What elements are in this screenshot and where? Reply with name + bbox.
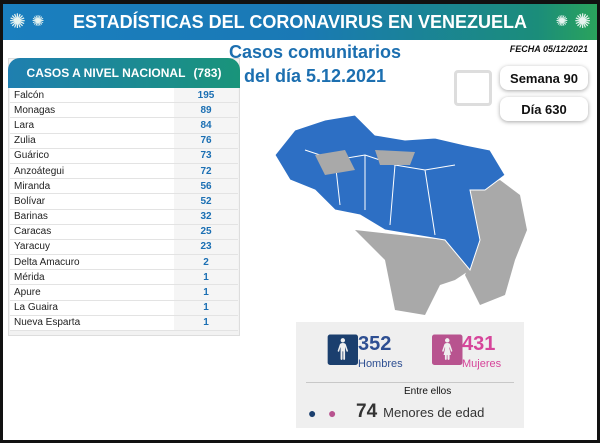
among-label: Entre ellos	[404, 386, 452, 397]
state-name: Bolívar	[14, 195, 46, 207]
state-cases: 56	[174, 179, 238, 194]
table-row: Apure 1	[10, 285, 238, 301]
state-name: Apure	[14, 287, 41, 299]
state-name: Zulia	[14, 135, 36, 147]
minors-count: 74	[356, 401, 378, 422]
state-name: Delta Amacuro	[14, 256, 80, 268]
state-name: Anzoátegui	[14, 165, 65, 177]
table-row: La Guaira 1	[10, 300, 238, 316]
table-row: Lara 84	[10, 118, 238, 134]
date-label: FECHA 05/12/2021	[509, 44, 588, 54]
state-name: Lara	[14, 119, 35, 131]
state-cases: 1	[174, 270, 238, 285]
state-name: Monagas	[14, 104, 56, 116]
minors-label: Menores de edad	[383, 405, 485, 420]
men-count: 352	[358, 333, 392, 355]
table-row: Yaracuy 23	[10, 239, 238, 256]
virus-icon: ✺	[574, 11, 591, 33]
table-row: Mérida 1	[10, 270, 238, 286]
week-badge: Semana 90	[500, 66, 588, 90]
national-label: CASOS A NIVEL NACIONAL	[26, 66, 186, 80]
table-row: Miranda 56	[10, 179, 238, 195]
state-cases: 23	[174, 239, 238, 255]
table-row: Caracas 25	[10, 224, 238, 240]
virus-icon: ✺	[31, 13, 45, 30]
state-cases: 32	[174, 209, 238, 224]
table-row: Falcón 195	[10, 88, 238, 104]
women-count: 431	[462, 333, 496, 355]
person-icon: ●	[308, 405, 317, 421]
subtitle: Casos comunitarios del día 5.12.2021	[200, 40, 430, 88]
table-row: Barinas 32	[10, 209, 238, 225]
day-badge: Día 630	[500, 97, 588, 121]
national-header: CASOS A NIVEL NACIONAL (783)	[8, 58, 240, 88]
state-name: Miranda	[14, 180, 51, 192]
state-cases: 1	[174, 285, 238, 300]
calendar-icon	[454, 70, 492, 106]
state-name: Guárico	[14, 150, 50, 162]
men-label: Hombres	[358, 358, 403, 370]
state-cases: 73	[174, 148, 238, 163]
man-icon: 🚹︎	[324, 334, 363, 367]
subtitle-line2: del día 5.12.2021	[243, 66, 387, 86]
state-cases: 52	[174, 194, 238, 209]
state-name: Falcón	[14, 89, 45, 101]
virus-group-left: ✺ ✺	[9, 12, 44, 32]
map-region-gray	[355, 230, 470, 315]
subtitle-line1: Casos comunitarios	[228, 42, 402, 62]
map-region-gray	[465, 180, 527, 305]
state-cases: 72	[174, 163, 238, 179]
state-name: La Guaira	[14, 302, 58, 314]
states-table: Falcón 195 Monagas 89 Lara 84 Zulia 76 Guárico 73…	[10, 88, 238, 331]
table-row: Guárico 73	[10, 148, 238, 164]
state-cases: 89	[174, 103, 238, 118]
title-banner: ✺ ✺ ESTADÍSTICAS DEL CORONAVIRUS EN VENE…	[3, 4, 597, 40]
national-total: (783)	[193, 66, 222, 80]
virus-icon: ✺	[555, 13, 569, 30]
state-name: Mérida	[14, 271, 45, 283]
state-name: Yaracuy	[14, 241, 50, 253]
table-row: Zulia 76	[10, 133, 238, 149]
state-name: Caracas	[14, 226, 52, 238]
page-title: ESTADÍSTICAS DEL CORONAVIRUS EN VENEZUEL…	[72, 11, 528, 32]
table-row: Anzoátegui 72	[10, 163, 238, 180]
virus-group-right: ✺ ✺	[556, 12, 591, 32]
state-cases: 1	[174, 300, 238, 315]
woman-icon: 🚺︎	[428, 334, 467, 367]
state-cases: 2	[174, 255, 238, 270]
demographics-panel: 🚹︎ 352 Hombres 🚺︎ 431 Mujeres Entre ello…	[296, 322, 524, 428]
virus-icon: ✺	[9, 11, 26, 33]
venezuela-map	[274, 114, 527, 315]
map-region-gray	[315, 150, 415, 175]
divider	[306, 382, 514, 383]
state-name: Barinas	[14, 211, 48, 223]
table-row: Bolívar 52	[10, 194, 238, 210]
table-row: Delta Amacuro 2	[10, 255, 238, 271]
state-cases: 1	[174, 315, 238, 330]
table-row: Nueva Esparta 1	[10, 315, 238, 331]
table-row: Monagas 89	[10, 103, 238, 119]
state-cases: 195	[174, 88, 238, 103]
state-cases: 84	[174, 118, 238, 133]
state-cases: 76	[174, 133, 238, 148]
women-label: Mujeres	[462, 358, 502, 370]
state-cases: 25	[174, 224, 238, 239]
state-name: Nueva Esparta	[14, 317, 81, 329]
person-icon: ●	[328, 405, 337, 421]
